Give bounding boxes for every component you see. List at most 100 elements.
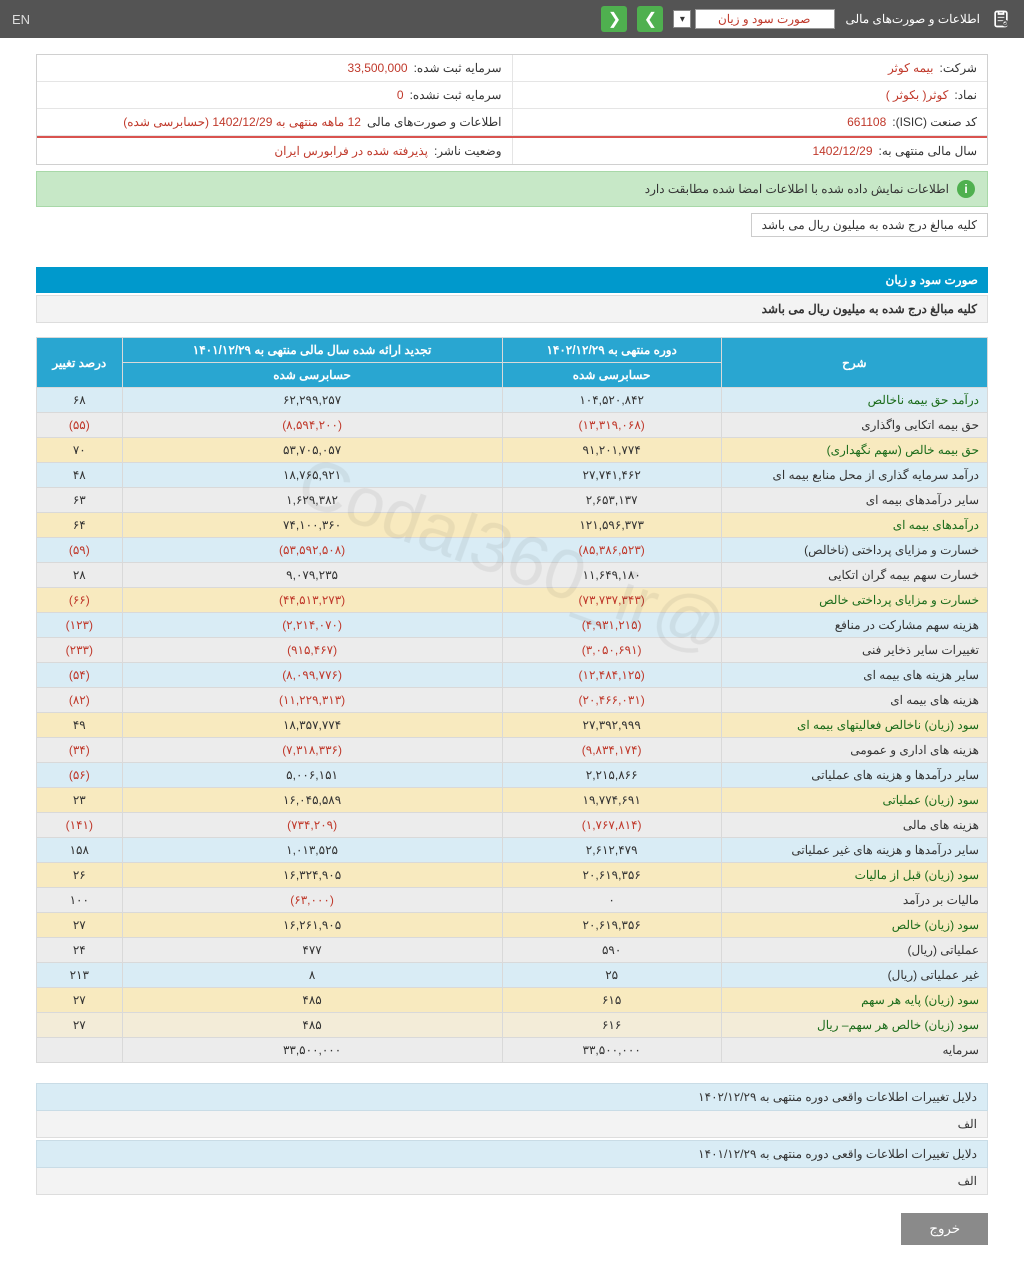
- reason-body: الف: [36, 1111, 988, 1138]
- cell-desc: سود (زیان) پایه هر سهم: [721, 988, 987, 1013]
- cell-change: [37, 1038, 123, 1063]
- cell-period2: (۸,۰۹۹,۷۷۶): [122, 663, 502, 688]
- th-period1: دوره منتهی به ۱۴۰۲/۱۲/۲۹: [502, 338, 721, 363]
- cell-change: (۱۴۱): [37, 813, 123, 838]
- cell-period1: ۳۳,۵۰۰,۰۰۰: [502, 1038, 721, 1063]
- cell-period1: ۲۰,۶۱۹,۳۵۶: [502, 863, 721, 888]
- meta-value: 1402/12/29: [812, 144, 872, 158]
- cell-period2: ۱۸,۷۶۵,۹۲۱: [122, 463, 502, 488]
- table-row: سایر درآمدها و هزینه های عملیاتی۲,۲۱۵,۸۶…: [37, 763, 988, 788]
- cell-period2: ۷۴,۱۰۰,۳۶۰: [122, 513, 502, 538]
- cell-period2: ۱,۰۱۳,۵۲۵: [122, 838, 502, 863]
- table-row: هزینه های بیمه ای(۲۰,۴۶۶,۰۳۱)(۱۱,۲۲۹,۳۱۳…: [37, 688, 988, 713]
- cell-desc: درآمد سرمایه گذاری از محل منابع بیمه ای: [721, 463, 987, 488]
- section-title: صورت سود و زیان: [36, 267, 988, 293]
- report-select[interactable]: صورت سود و زیان: [695, 9, 835, 29]
- cell-period1: (۳,۰۵۰,۶۹۱): [502, 638, 721, 663]
- cell-change: ۲۸: [37, 563, 123, 588]
- cell-period2: (۸,۵۹۴,۲۰۰): [122, 413, 502, 438]
- exit-button[interactable]: خروج: [901, 1213, 988, 1245]
- meta-label: سال مالی منتهی به:: [879, 144, 977, 158]
- cell-period2: ۸: [122, 963, 502, 988]
- nav-next-button[interactable]: ❯: [637, 6, 663, 32]
- table-row: هزینه های اداری و عمومی(۹,۸۳۴,۱۷۴)(۷,۳۱۸…: [37, 738, 988, 763]
- cell-change: ۲۴: [37, 938, 123, 963]
- cell-desc: حق بیمه خالص (سهم نگهداری): [721, 438, 987, 463]
- cell-desc: درآمدهای بیمه ای: [721, 513, 987, 538]
- cell-desc: مالیات بر درآمد: [721, 888, 987, 913]
- table-row: سایر درآمدها و هزینه های غیر عملیاتی۲,۶۱…: [37, 838, 988, 863]
- table-row: سود (زیان) خالص۲۰,۶۱۹,۳۵۶۱۶,۲۶۱,۹۰۵۲۷: [37, 913, 988, 938]
- cell-change: ۶۴: [37, 513, 123, 538]
- cell-desc: هزینه سهم مشارکت در منافع: [721, 613, 987, 638]
- cell-desc: سایر هزینه های بیمه ای: [721, 663, 987, 688]
- unit-note: کلیه مبالغ درج شده به میلیون ریال می باش…: [751, 213, 988, 237]
- cell-change: (۳۴): [37, 738, 123, 763]
- cell-desc: تغییرات سایر ذخایر فنی: [721, 638, 987, 663]
- cell-period1: ۲۰,۶۱۹,۳۵۶: [502, 913, 721, 938]
- table-row: سایر درآمدهای بیمه ای۲,۶۵۳,۱۳۷۱,۶۲۹,۳۸۲۶…: [37, 488, 988, 513]
- meta-cell: وضعیت ناشر:پذيرفته شده در فرابورس ايران: [37, 138, 513, 164]
- cell-change: ۴۹: [37, 713, 123, 738]
- cell-period2: (۶۳,۰۰۰): [122, 888, 502, 913]
- cell-period1: ۲۵: [502, 963, 721, 988]
- cell-period2: (۲,۲۱۴,۰۷۰): [122, 613, 502, 638]
- meta-cell: شرکت:بیمه کوثر: [513, 55, 988, 81]
- table-row: عملیاتی (ریال)۵۹۰۴۷۷۲۴: [37, 938, 988, 963]
- table-row: درآمدهای بیمه ای۱۲۱,۵۹۶,۳۷۳۷۴,۱۰۰,۳۶۰۶۴: [37, 513, 988, 538]
- meta-label: شرکت:: [939, 61, 977, 75]
- cell-period2: ۱۶,۰۴۵,۵۸۹: [122, 788, 502, 813]
- cell-period2: ۵۳,۷۰۵,۰۵۷: [122, 438, 502, 463]
- cell-period1: (۱۲,۴۸۴,۱۲۵): [502, 663, 721, 688]
- meta-cell: نماد:کوثر( بکوثر ): [513, 82, 988, 108]
- cell-change: ۴۸: [37, 463, 123, 488]
- table-row: سود (زیان) پایه هر سهم۶۱۵۴۸۵۲۷: [37, 988, 988, 1013]
- cell-change: (۲۳۳): [37, 638, 123, 663]
- cell-period1: ۱۰۴,۵۲۰,۸۴۲: [502, 388, 721, 413]
- lang-toggle[interactable]: EN: [12, 12, 30, 27]
- reasons-section: دلایل تغییرات اطلاعات واقعی دوره منتهی ب…: [36, 1083, 988, 1195]
- table-row: هزینه سهم مشارکت در منافع(۴,۹۳۱,۲۱۵)(۲,۲…: [37, 613, 988, 638]
- meta-label: سرمایه ثبت شده:: [414, 61, 502, 75]
- cell-change: (۵۴): [37, 663, 123, 688]
- th-desc: شرح: [721, 338, 987, 388]
- meta-cell: سال مالی منتهی به: 1402/12/29: [513, 138, 988, 164]
- topbar-title: اطلاعات و صورت‌های مالی: [845, 12, 980, 26]
- match-alert: i اطلاعات نمایش داده شده با اطلاعات امضا…: [36, 171, 988, 207]
- cell-period2: (۹۱۵,۴۶۷): [122, 638, 502, 663]
- topbar: اطلاعات و صورت‌های مالی صورت سود و زیان …: [0, 0, 1024, 38]
- table-row: خسارت سهم بیمه گران اتکایی۱۱,۶۴۹,۱۸۰۹,۰۷…: [37, 563, 988, 588]
- cell-desc: غیر عملیاتی (ریال): [721, 963, 987, 988]
- th-audited-2: حسابرسی شده: [122, 363, 502, 388]
- cell-period1: (۷۳,۷۳۷,۳۴۳): [502, 588, 721, 613]
- cell-change: (۵۹): [37, 538, 123, 563]
- table-row: سود (زیان) ناخالص فعالیتهای بیمه ای۲۷,۳۹…: [37, 713, 988, 738]
- cell-period2: ۵,۰۰۶,۱۵۱: [122, 763, 502, 788]
- nav-prev-button[interactable]: ❮: [601, 6, 627, 32]
- cell-period1: ۶۱۶: [502, 1013, 721, 1038]
- cell-period1: (۴,۹۳۱,۲۱۵): [502, 613, 721, 638]
- cell-period1: (۱,۷۶۷,۸۱۴): [502, 813, 721, 838]
- section-subtitle: کلیه مبالغ درج شده به میلیون ریال می باش…: [36, 295, 988, 323]
- cell-period2: ۳۳,۵۰۰,۰۰۰: [122, 1038, 502, 1063]
- table-row: خسارت و مزایای پرداختی (ناخالص)(۸۵,۳۸۶,۵…: [37, 538, 988, 563]
- metadata-box: شرکت:بیمه کوثرسرمایه ثبت شده:33,500,000ن…: [36, 54, 988, 165]
- cell-desc: عملیاتی (ریال): [721, 938, 987, 963]
- meta-value: 0: [397, 88, 404, 102]
- cell-desc: درآمد حق بیمه ناخالص: [721, 388, 987, 413]
- cell-period1: ۲,۲۱۵,۸۶۶: [502, 763, 721, 788]
- meta-cell: سرمایه ثبت نشده: 0: [37, 82, 513, 108]
- cell-period1: ۲,۶۵۳,۱۳۷: [502, 488, 721, 513]
- cell-period1: (۲۰,۴۶۶,۰۳۱): [502, 688, 721, 713]
- meta-label: وضعیت ناشر:: [434, 144, 502, 158]
- meta-label: سرمایه ثبت نشده:: [410, 88, 502, 102]
- cell-period1: ۵۹۰: [502, 938, 721, 963]
- dropdown-toggle[interactable]: ▾: [673, 10, 691, 28]
- table-row: درآمد سرمایه گذاری از محل منابع بیمه ای۲…: [37, 463, 988, 488]
- cell-period2: (۱۱,۲۲۹,۳۱۳): [122, 688, 502, 713]
- th-change: درصد تغییر: [37, 338, 123, 388]
- reason-body: الف: [36, 1168, 988, 1195]
- cell-period1: ۲,۶۱۲,۴۷۹: [502, 838, 721, 863]
- reason-header: دلایل تغییرات اطلاعات واقعی دوره منتهی ب…: [36, 1140, 988, 1168]
- cell-change: ۶۳: [37, 488, 123, 513]
